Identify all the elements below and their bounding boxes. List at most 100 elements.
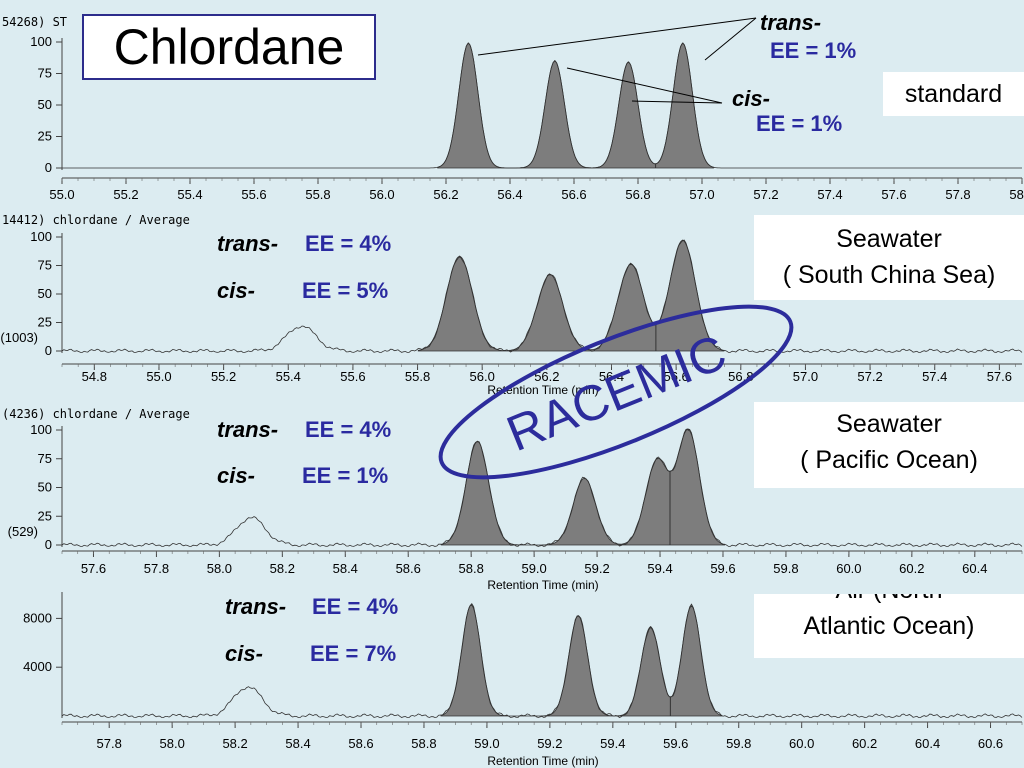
x-tick-label: 60.6	[978, 736, 1003, 751]
p4-trans-ee: EE = 4%	[312, 594, 399, 619]
y-tick-label: (529)	[8, 524, 38, 539]
y-tick-label: 25	[38, 315, 52, 330]
chromatogram-panel-3: (4236) chlordane / Average 0 25 50 75 100 (529…	[2, 407, 1023, 592]
annotation-pointer-line	[566, 67, 723, 104]
x-tick-label: 58.6	[348, 736, 373, 751]
x-tick-label: 60.2	[852, 736, 877, 751]
x-axis-title: Retention Time (min)	[487, 578, 598, 592]
panel-header: (4236) chlordane / Average	[2, 407, 190, 421]
x-tick-label: 57.8	[97, 736, 122, 751]
sample-label-line: standard	[904, 80, 1003, 108]
annotation-pointer-line	[477, 17, 757, 56]
y-tick-label: 100	[30, 34, 52, 49]
sample-label-north-atlantic: Air (North Atlantic Ocean)	[754, 594, 1024, 658]
y-tick-label: 50	[38, 97, 52, 112]
y-tick-label: 0	[45, 160, 52, 175]
x-tick-label: 59.8	[726, 736, 751, 751]
y-tick-label: 100	[30, 229, 52, 244]
p3-cis-ee: EE = 1%	[302, 463, 389, 488]
x-tick-label: 55.4	[177, 187, 202, 202]
x-tick-label: 56.2	[534, 369, 559, 384]
p4-cis-ee: EE = 7%	[310, 641, 397, 666]
sample-label-line: Atlantic Ocean)	[803, 612, 975, 640]
x-axis-title: Retention Time (min)	[487, 754, 598, 768]
peak-area	[437, 42, 714, 169]
x-tick-label: 60.4	[915, 736, 940, 751]
x-tick-label: 57.0	[689, 187, 714, 202]
peak-area	[440, 428, 725, 546]
x-tick-label: 57.6	[881, 187, 906, 202]
x-tick-label: 58.6	[396, 561, 421, 576]
p3-cis-label: cis-	[217, 463, 255, 488]
x-tick-label: 57.8	[144, 561, 169, 576]
x-tick-label: 55.8	[305, 187, 330, 202]
x-tick-label: 57.6	[81, 561, 106, 576]
y-tick-label: 4000	[23, 659, 52, 674]
x-tick-label: 56.0	[369, 187, 394, 202]
sample-label-line: Seawater	[836, 225, 942, 253]
y-tick-label: 25	[38, 129, 52, 144]
x-tick-label: 55.2	[113, 187, 138, 202]
x-tick-label: 54.8	[82, 369, 107, 384]
y-tick-label: 75	[38, 451, 52, 466]
y-tick-label: 75	[38, 66, 52, 81]
y-tick-label: 100	[30, 422, 52, 437]
x-tick-label: 56.6	[663, 369, 688, 384]
y-tick-label: 50	[38, 286, 52, 301]
racemic-ellipse	[438, 304, 794, 480]
x-tick-label: 58.0	[1009, 187, 1024, 202]
signal-trace	[61, 239, 1023, 353]
p1-cis-ee: EE = 1%	[756, 111, 843, 136]
sample-label-pacific-ocean: Seawater ( Pacific Ocean)	[754, 402, 1024, 488]
x-tick-label: 59.6	[710, 561, 735, 576]
y-tick-label: 0	[45, 537, 52, 552]
signal-trace	[62, 42, 1022, 169]
x-tick-label: 56.6	[561, 187, 586, 202]
p3-trans-label: trans-	[217, 417, 279, 442]
sample-label-south-china-sea: Seawater ( South China Sea)	[754, 215, 1024, 300]
x-tick-label: 57.4	[817, 187, 842, 202]
signal-trace	[61, 603, 1023, 718]
x-tick-label: 59.6	[663, 736, 688, 751]
x-tick-label: 55.6	[340, 369, 365, 384]
x-tick-label: 55.6	[241, 187, 266, 202]
p2-trans-ee: EE = 4%	[305, 231, 392, 256]
p1-cis-label: cis-	[732, 86, 770, 111]
p4-cis-label: cis-	[225, 641, 263, 666]
panel-header: 14412) chlordane / Average	[2, 213, 190, 227]
x-tick-label: 55.2	[211, 369, 236, 384]
x-tick-label: 59.2	[584, 561, 609, 576]
y-tick-label: 75	[38, 258, 52, 273]
y-tick-label: 0	[45, 343, 52, 358]
peak-area	[417, 239, 725, 352]
x-tick-label: 55.8	[405, 369, 430, 384]
p4-trans-label: trans-	[225, 594, 287, 619]
x-tick-label: 57.8	[945, 187, 970, 202]
annotation-pointer-line	[631, 100, 723, 104]
x-tick-label: 58.4	[285, 736, 310, 751]
x-tick-label: 57.2	[753, 187, 778, 202]
annotation-pointer-line	[704, 17, 757, 61]
sample-label-line: Seawater	[836, 410, 942, 438]
x-tick-label: 55.0	[146, 369, 171, 384]
p2-cis-ee: EE = 5%	[302, 278, 389, 303]
x-tick-label: 57.6	[987, 369, 1012, 384]
x-tick-label: 59.4	[600, 736, 625, 751]
y-tick-label: 8000	[23, 610, 52, 625]
x-tick-label: 59.8	[773, 561, 798, 576]
panel-header: 54268) ST	[2, 15, 67, 29]
x-tick-label: 60.2	[899, 561, 924, 576]
sample-label-line: ( Pacific Ocean)	[800, 446, 978, 474]
x-tick-label: 59.0	[521, 561, 546, 576]
x-tick-label: 57.4	[922, 369, 947, 384]
x-tick-label: 56.4	[599, 369, 624, 384]
sample-label-line: ( South China Sea)	[782, 261, 996, 289]
p1-trans-label: trans-	[760, 10, 822, 35]
x-tick-label: 55.4	[276, 369, 301, 384]
chromatogram-panel-4: 4000 8000 57.8 58.0 58.2 58.4 58.6 58.8 59.0 59.2…	[23, 592, 1023, 768]
chromatogram-panel-1: 54268) ST 0 25 50 75 100 55.0 55.2 55.4 55.6 55.8 5…	[2, 15, 1024, 202]
x-tick-label: 55.0	[49, 187, 74, 202]
x-tick-label: 57.0	[793, 369, 818, 384]
x-tick-label: 57.2	[857, 369, 882, 384]
